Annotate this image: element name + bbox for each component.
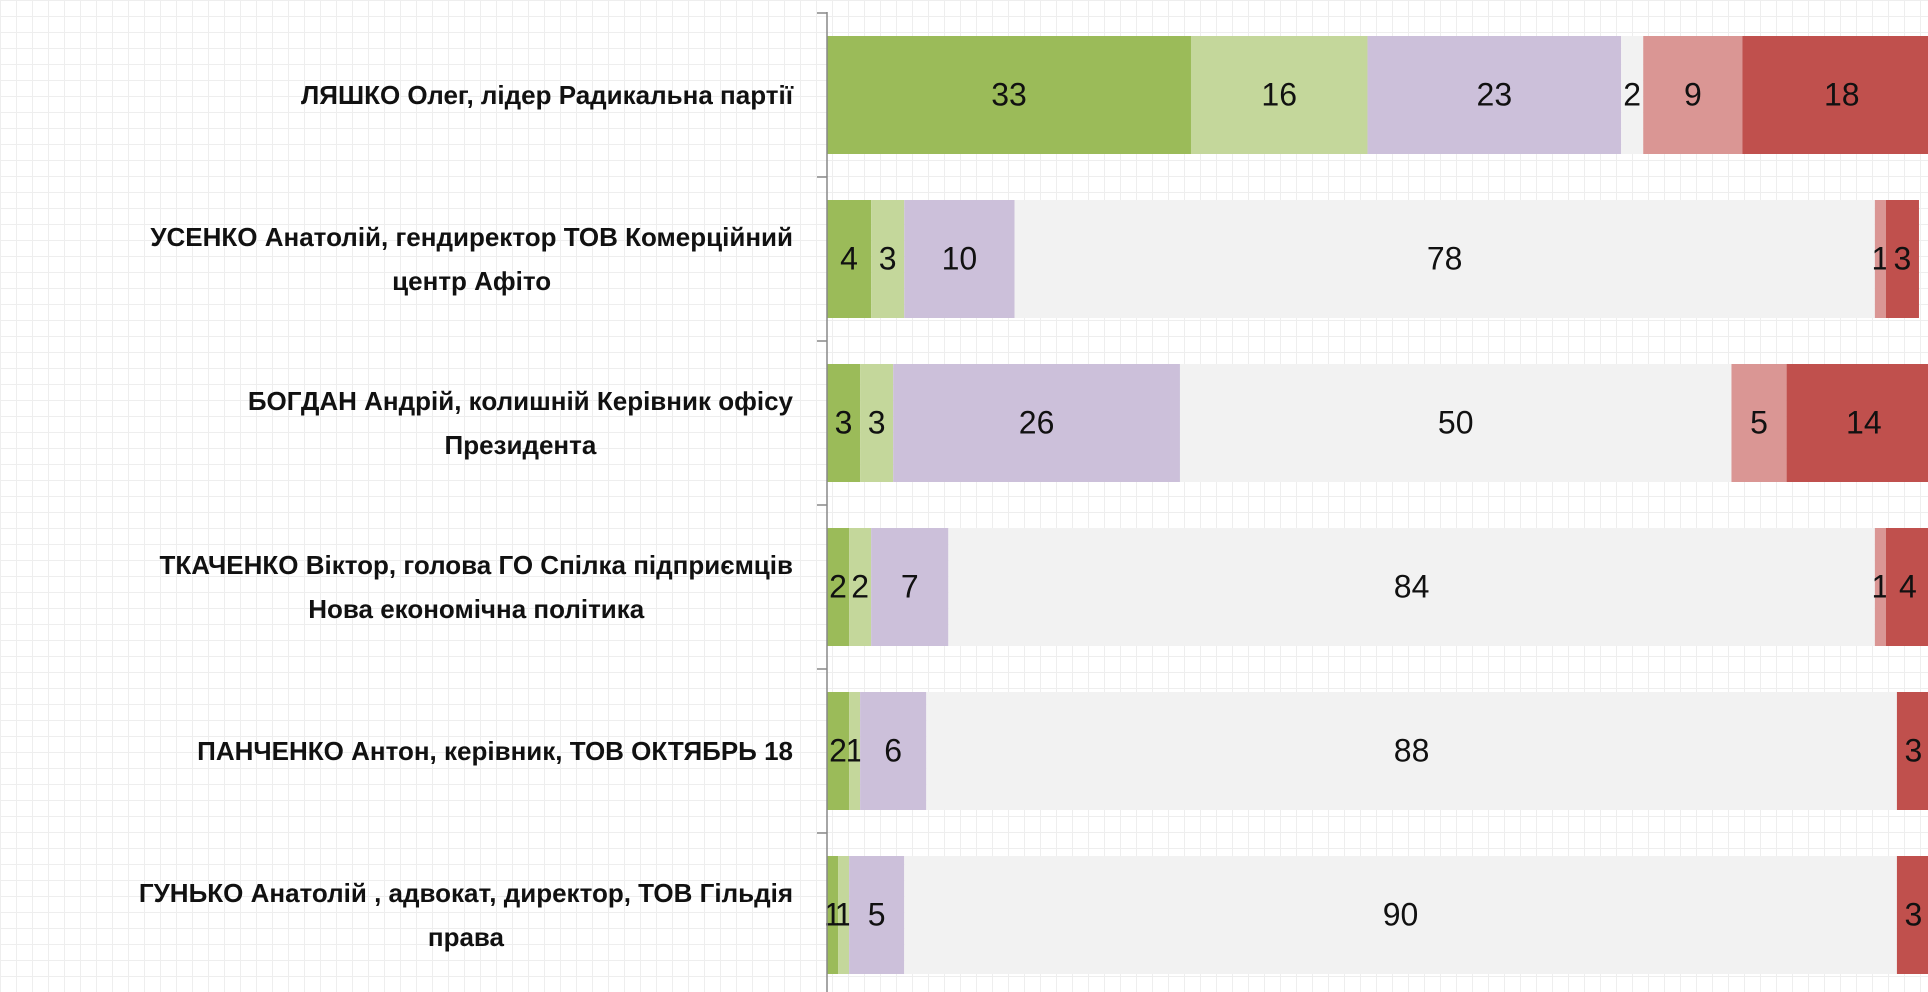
bar-segment bbox=[827, 36, 1191, 154]
value-label: 88 bbox=[1394, 732, 1430, 768]
bar-segment bbox=[849, 856, 905, 974]
value-label: 4 bbox=[1899, 568, 1917, 604]
value-label: 33 bbox=[991, 76, 1027, 112]
value-label: 18 bbox=[1824, 76, 1860, 112]
bar-segment bbox=[860, 692, 927, 810]
value-label: 4 bbox=[840, 240, 858, 276]
bar-segment bbox=[904, 856, 1897, 974]
bar-segment bbox=[849, 692, 861, 810]
bar-segment bbox=[1885, 200, 1919, 318]
bar-segment bbox=[1896, 692, 1928, 810]
bar-segment bbox=[1874, 528, 1886, 646]
bar-segment bbox=[1643, 36, 1743, 154]
category-box: ЛЯШКО Олег, лідер Радикальна партії bbox=[0, 35, 793, 155]
value-label: 9 bbox=[1684, 76, 1702, 112]
category-box: ТКАЧЕНКО Віктор, голова ГО Спілка підпри… bbox=[0, 527, 793, 647]
value-label: 16 bbox=[1261, 76, 1297, 112]
bar-segment bbox=[849, 528, 872, 646]
bar-segment bbox=[827, 528, 850, 646]
bar-segment bbox=[1742, 36, 1928, 154]
bar-segment bbox=[871, 200, 905, 318]
category-box: ГУНЬКО Анатолій , адвокат, директор, ТОВ… bbox=[0, 855, 793, 975]
bar-segment bbox=[1885, 528, 1928, 646]
bar-segment bbox=[1367, 36, 1622, 154]
category-label: ЛЯШКО Олег, лідер Радикальна партії bbox=[301, 80, 793, 110]
category-label: ГУНЬКО Анатолій , адвокат, директор, ТОВ… bbox=[138, 878, 793, 952]
value-label: 90 bbox=[1383, 896, 1419, 932]
value-label: 14 bbox=[1846, 404, 1882, 440]
value-label: 1 bbox=[1871, 240, 1889, 276]
value-label: 3 bbox=[1905, 732, 1923, 768]
value-label: 78 bbox=[1427, 240, 1463, 276]
category-box: УСЕНКО Анатолій, гендиректор ТОВ Комерці… bbox=[0, 199, 793, 319]
value-label: 3 bbox=[1894, 240, 1912, 276]
value-label: 1 bbox=[846, 732, 864, 768]
value-label: 84 bbox=[1394, 568, 1430, 604]
value-label: 3 bbox=[1905, 896, 1923, 932]
bar-segment bbox=[827, 364, 861, 482]
value-label: 2 bbox=[829, 732, 847, 768]
value-label: 3 bbox=[879, 240, 897, 276]
bar-segment bbox=[860, 364, 894, 482]
bar-segment bbox=[1190, 36, 1368, 154]
bar-segment bbox=[904, 200, 1015, 318]
bar-segment bbox=[827, 856, 839, 974]
bar-segment bbox=[1621, 36, 1644, 154]
category-label: ТКАЧЕНКО Віктор, голова ГО Спілка підпри… bbox=[159, 550, 793, 624]
bar-segment bbox=[1179, 364, 1732, 482]
category-label: БОГДАН Андрій, колишній Керівник офісу П… bbox=[247, 386, 793, 460]
bar-segment bbox=[871, 528, 949, 646]
value-label: 2 bbox=[829, 568, 847, 604]
bar-segment bbox=[1014, 200, 1875, 318]
value-label: 7 bbox=[901, 568, 919, 604]
value-label: 23 bbox=[1477, 76, 1513, 112]
value-label: 2 bbox=[1623, 76, 1641, 112]
value-label: 1 bbox=[824, 896, 842, 932]
bar-segment bbox=[838, 856, 850, 974]
category-label: ПАНЧЕНКО Антон, керівник, ТОВ ОКТЯБРЬ 18 bbox=[197, 736, 793, 766]
value-label: 5 bbox=[1750, 404, 1768, 440]
value-label: 50 bbox=[1438, 404, 1474, 440]
bar-segment bbox=[1874, 200, 1886, 318]
value-label: 5 bbox=[868, 896, 886, 932]
category-box: БОГДАН Андрій, колишній Керівник офісу П… bbox=[0, 363, 793, 483]
value-label: 3 bbox=[835, 404, 853, 440]
category-label: УСЕНКО Анатолій, гендиректор ТОВ Комерці… bbox=[150, 222, 793, 296]
bar-segment bbox=[948, 528, 1875, 646]
bar-segment bbox=[827, 200, 872, 318]
bar-segment bbox=[1786, 364, 1928, 482]
category-box: ПАНЧЕНКО Антон, керівник, ТОВ ОКТЯБРЬ 18 bbox=[0, 691, 793, 811]
value-label: 6 bbox=[884, 732, 902, 768]
value-label: 2 bbox=[851, 568, 869, 604]
bar-segment bbox=[893, 364, 1180, 482]
value-label: 10 bbox=[942, 240, 978, 276]
value-label: 1 bbox=[835, 896, 853, 932]
bar-segment bbox=[1731, 364, 1787, 482]
bar-segment bbox=[926, 692, 1897, 810]
bar-segment bbox=[1896, 856, 1928, 974]
value-label: 1 bbox=[1871, 568, 1889, 604]
value-label: 26 bbox=[1019, 404, 1055, 440]
bar-segment bbox=[827, 692, 850, 810]
value-label: 3 bbox=[868, 404, 886, 440]
